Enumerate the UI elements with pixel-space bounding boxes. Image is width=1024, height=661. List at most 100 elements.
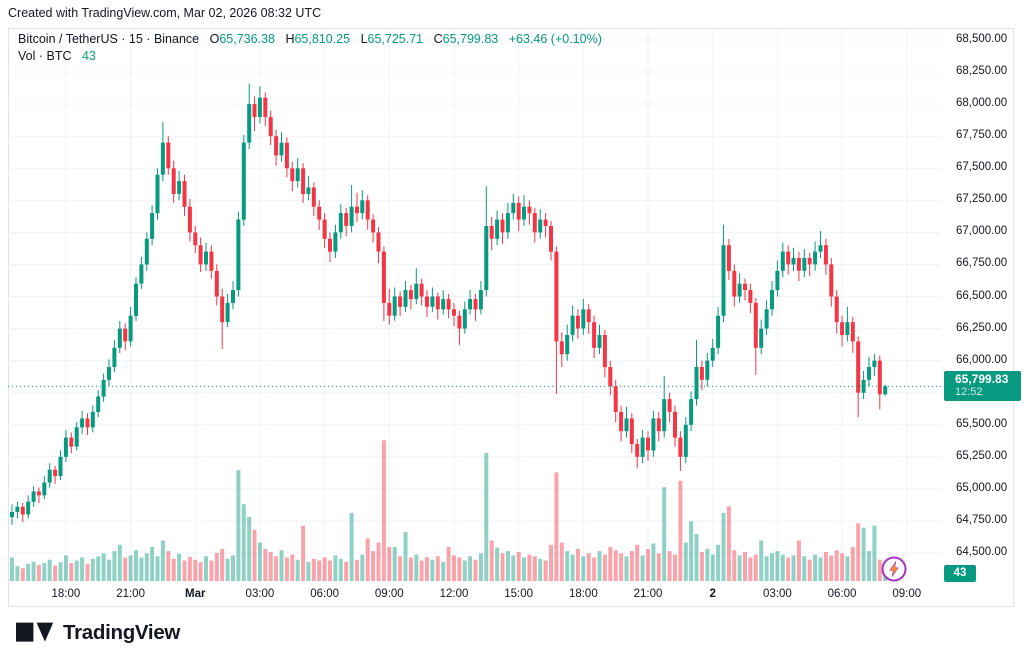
volume-bar[interactable] bbox=[468, 556, 473, 581]
candle-body[interactable] bbox=[861, 379, 866, 393]
volume-bar[interactable] bbox=[581, 556, 586, 581]
candle-body[interactable] bbox=[716, 315, 721, 348]
candle-body[interactable] bbox=[317, 206, 322, 220]
realtime-flash-button[interactable] bbox=[880, 555, 908, 583]
volume-bar[interactable] bbox=[160, 540, 165, 582]
volume-bar[interactable] bbox=[845, 556, 850, 581]
volume-bar[interactable] bbox=[15, 566, 20, 581]
candle-body[interactable] bbox=[187, 206, 192, 233]
volume-bar[interactable] bbox=[63, 555, 68, 581]
volume-bar[interactable] bbox=[182, 560, 187, 582]
candle-body[interactable] bbox=[796, 258, 801, 271]
volume-bar[interactable] bbox=[877, 559, 882, 581]
volume-bar[interactable] bbox=[840, 553, 845, 581]
candle-body[interactable] bbox=[333, 232, 338, 252]
candle-body[interactable] bbox=[500, 219, 505, 233]
candle-body[interactable] bbox=[220, 296, 225, 323]
candle-body[interactable] bbox=[489, 226, 494, 239]
candle-body[interactable] bbox=[743, 283, 747, 291]
volume-bar[interactable] bbox=[241, 504, 246, 581]
candle-body[interactable] bbox=[867, 367, 871, 380]
volume-bar[interactable] bbox=[155, 556, 160, 581]
candle-body[interactable] bbox=[414, 283, 419, 300]
volume-bar[interactable] bbox=[602, 554, 607, 581]
volume-bar[interactable] bbox=[338, 558, 343, 581]
candle-body[interactable] bbox=[441, 299, 446, 310]
volume-bar[interactable] bbox=[322, 557, 327, 582]
volume-bar[interactable] bbox=[171, 558, 176, 581]
volume-bar[interactable] bbox=[263, 549, 268, 581]
candle-body[interactable] bbox=[290, 168, 295, 182]
volume-bar[interactable] bbox=[511, 555, 516, 581]
candle-body[interactable] bbox=[155, 174, 160, 214]
volume-bar[interactable] bbox=[699, 552, 704, 581]
candle-body[interactable] bbox=[371, 219, 376, 233]
candle-body[interactable] bbox=[53, 469, 58, 477]
volume-bar[interactable] bbox=[775, 551, 780, 581]
candle-body[interactable] bbox=[624, 418, 629, 432]
volume-bar[interactable] bbox=[166, 551, 171, 581]
volume-bar[interactable] bbox=[489, 540, 494, 582]
volume-bar[interactable] bbox=[505, 551, 510, 581]
candle-body[interactable] bbox=[813, 251, 818, 265]
volume-bar[interactable] bbox=[791, 555, 796, 581]
candle-body[interactable] bbox=[231, 290, 235, 303]
candle-body[interactable] bbox=[532, 213, 537, 233]
symbol-title[interactable]: Bitcoin / TetherUS · 15 · Binance bbox=[18, 32, 200, 46]
volume-bar[interactable] bbox=[570, 554, 575, 581]
volume-bar[interactable] bbox=[317, 560, 322, 582]
volume-bar[interactable] bbox=[387, 546, 392, 581]
volume-bar[interactable] bbox=[134, 550, 138, 581]
candle-body[interactable] bbox=[295, 168, 300, 182]
volume-bar[interactable] bbox=[295, 559, 300, 581]
candle-body[interactable] bbox=[834, 296, 839, 323]
candle-body[interactable] bbox=[328, 238, 332, 252]
candle-body[interactable] bbox=[301, 168, 306, 194]
volume-bar[interactable] bbox=[829, 555, 834, 581]
candle-body[interactable] bbox=[791, 258, 796, 265]
candle-body[interactable] bbox=[42, 482, 47, 496]
volume-bar[interactable] bbox=[381, 440, 386, 581]
volume-label[interactable]: Vol · BTC bbox=[18, 49, 72, 63]
candle-body[interactable] bbox=[877, 360, 882, 395]
volume-bar[interactable] bbox=[365, 538, 370, 581]
volume-bar[interactable] bbox=[376, 542, 381, 581]
volume-bar[interactable] bbox=[425, 557, 429, 581]
candle-body[interactable] bbox=[96, 396, 101, 412]
volume-bar[interactable] bbox=[419, 560, 424, 582]
volume-bar[interactable] bbox=[753, 554, 758, 581]
candle-body[interactable] bbox=[344, 213, 349, 226]
volume-bar[interactable] bbox=[683, 542, 688, 581]
volume-bar[interactable] bbox=[257, 542, 262, 581]
candle-body[interactable] bbox=[484, 226, 489, 291]
volume-bar[interactable] bbox=[236, 470, 241, 581]
candle-body[interactable] bbox=[20, 506, 25, 515]
candle-body[interactable] bbox=[435, 296, 440, 310]
volume-bar[interactable] bbox=[689, 521, 694, 581]
volume-bar[interactable] bbox=[101, 553, 106, 581]
candle-body[interactable] bbox=[182, 181, 187, 207]
candle-body[interactable] bbox=[31, 491, 36, 502]
volume-bar[interactable] bbox=[274, 556, 279, 581]
candle-body[interactable] bbox=[107, 367, 111, 380]
volume-bar[interactable] bbox=[96, 556, 101, 581]
candle-body[interactable] bbox=[829, 264, 834, 297]
volume-bar[interactable] bbox=[543, 560, 548, 582]
candle-body[interactable] bbox=[856, 341, 861, 393]
volume-bar[interactable] bbox=[495, 547, 500, 581]
candle-body[interactable] bbox=[823, 245, 828, 265]
candle-body[interactable] bbox=[177, 181, 182, 194]
candle-body[interactable] bbox=[123, 328, 128, 342]
volume-bar[interactable] bbox=[532, 556, 537, 581]
volume-bar[interactable] bbox=[651, 543, 656, 582]
volume-bar[interactable] bbox=[392, 546, 397, 581]
candle-body[interactable] bbox=[236, 219, 241, 291]
volume-bar[interactable] bbox=[786, 557, 791, 582]
candle-body[interactable] bbox=[581, 309, 586, 329]
candle-body[interactable] bbox=[80, 418, 85, 428]
volume-bar[interactable] bbox=[112, 551, 117, 581]
volume-bar[interactable] bbox=[198, 562, 203, 581]
candle-body[interactable] bbox=[306, 187, 311, 194]
volume-bar[interactable] bbox=[204, 556, 208, 581]
candle-body[interactable] bbox=[646, 437, 650, 451]
